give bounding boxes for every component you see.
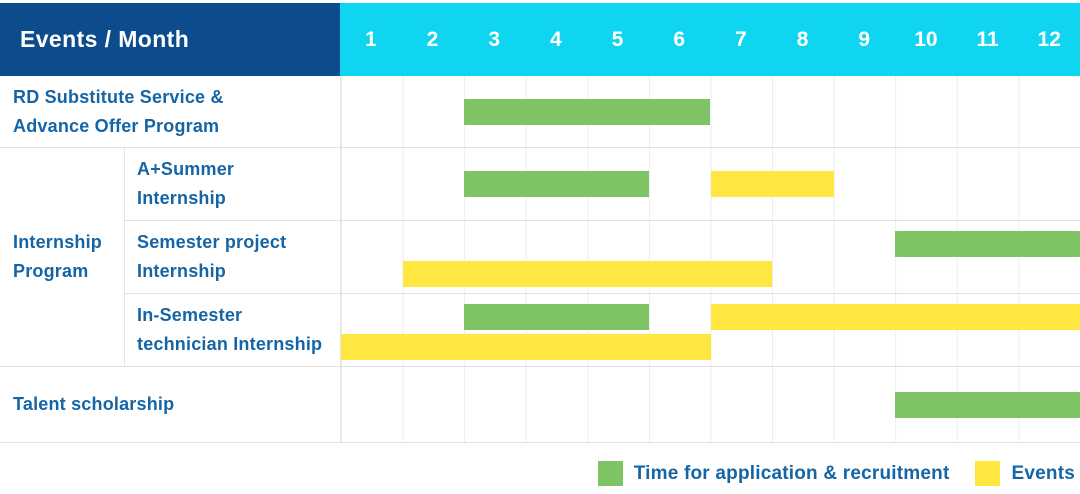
events-month-header-cell: Events / Month bbox=[0, 3, 340, 76]
row-timeline bbox=[340, 367, 1080, 443]
gantt-bar-event bbox=[710, 304, 1080, 330]
row-timeline bbox=[340, 76, 1080, 148]
month-header-cell: 12 bbox=[1037, 27, 1061, 51]
row-timeline bbox=[340, 294, 1080, 367]
table-header-row: Events / Month 1 2 3 4 5 6 7 8 9 10 11 12 bbox=[0, 3, 1080, 76]
month-header-cell: 7 bbox=[735, 27, 747, 51]
legend-item-event: Events bbox=[975, 461, 1075, 486]
row-label: RD Substitute Service & Advance Offer Pr… bbox=[0, 76, 340, 148]
month-header-cell: 11 bbox=[976, 27, 999, 51]
gantt-bar-application bbox=[464, 171, 649, 197]
legend: Time for application & recruitment Events bbox=[597, 461, 1075, 486]
gantt-bar-application bbox=[464, 304, 649, 330]
gantt-bar-event bbox=[710, 171, 834, 197]
month-header-cell: 4 bbox=[550, 27, 562, 51]
row-label: Semester project Internship bbox=[124, 221, 340, 294]
row-timeline bbox=[340, 221, 1080, 294]
month-header-cell: 6 bbox=[673, 27, 686, 51]
legend-label-event: Events bbox=[1011, 462, 1075, 484]
month-header-cell: 8 bbox=[796, 27, 809, 51]
row-timeline bbox=[340, 148, 1080, 221]
month-header-cell: 1 bbox=[364, 27, 377, 51]
gantt-bar-event bbox=[341, 334, 711, 360]
legend-swatch-event bbox=[975, 461, 1001, 486]
month-header-cell: 9 bbox=[858, 27, 871, 51]
group-label-internship-program: Internship Program bbox=[0, 148, 124, 367]
gantt-bar-event bbox=[402, 261, 773, 287]
row-label: A+Summer Internship bbox=[124, 148, 340, 221]
gantt-bar-application bbox=[895, 231, 1080, 257]
legend-item-application: Time for application & recruitment bbox=[597, 461, 950, 486]
table-body: RD Substitute Service & Advance Offer Pr… bbox=[0, 76, 1080, 443]
legend-swatch-application bbox=[597, 461, 623, 486]
gantt-bar-application bbox=[464, 98, 711, 125]
row-label: Talent scholarship bbox=[0, 367, 340, 443]
gantt-bar-application bbox=[895, 391, 1080, 418]
row-label: In-Semester technician Internship bbox=[124, 294, 340, 367]
legend-label-application: Time for application & recruitment bbox=[633, 462, 950, 484]
month-header-cell: 3 bbox=[488, 27, 501, 51]
month-header-cell: 10 bbox=[914, 27, 938, 51]
month-header-strip: 1 2 3 4 5 6 7 8 9 10 11 12 bbox=[340, 3, 1080, 76]
events-month-header-label: Events / Month bbox=[20, 26, 190, 52]
schedule-table: Events / Month 1 2 3 4 5 6 7 8 9 10 11 12 RD Substi… bbox=[0, 3, 1080, 443]
month-header-cell: 5 bbox=[611, 27, 624, 51]
month-header-cell: 2 bbox=[426, 27, 439, 51]
